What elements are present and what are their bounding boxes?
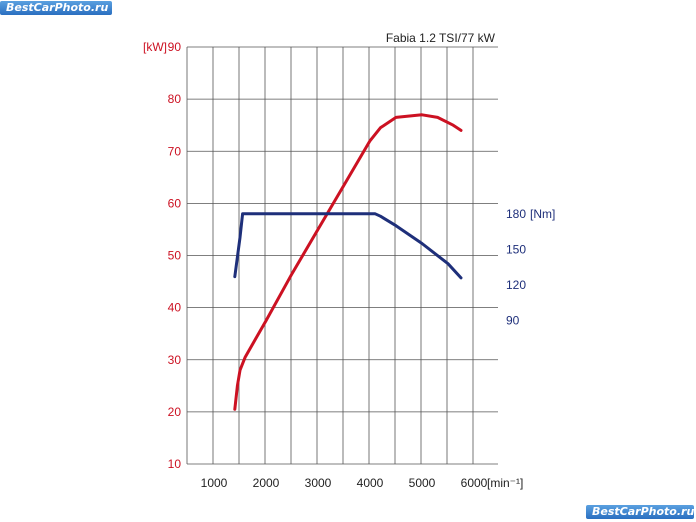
y-left-tick-label: 60 bbox=[168, 196, 182, 210]
x-tick-label: 3000 bbox=[305, 476, 332, 490]
y-left-tick-label: 70 bbox=[168, 144, 182, 158]
x-tick-label: 5000 bbox=[409, 476, 436, 490]
torque-curve bbox=[233, 212, 463, 280]
watermark-bottom: BestCarPhoto.ru bbox=[586, 505, 694, 519]
x-tick-label: 4000 bbox=[357, 476, 384, 490]
power-curve bbox=[233, 113, 463, 411]
y-left-tick-label: 50 bbox=[168, 249, 182, 263]
y-left-tick-label: 30 bbox=[168, 353, 182, 367]
y-left-tick-label: 80 bbox=[168, 92, 182, 106]
y-right-tick-label: 90 bbox=[506, 314, 520, 328]
x-axis-label: [min⁻¹] bbox=[487, 476, 523, 490]
x-tick-label: 1000 bbox=[201, 476, 228, 490]
y-left-tick-label: 10 bbox=[168, 457, 182, 471]
chart-title: Fabia 1.2 TSI/77 kW bbox=[386, 31, 496, 45]
y-left-tick-label: 40 bbox=[168, 301, 182, 315]
x-tick-label: 2000 bbox=[253, 476, 280, 490]
y-right-tick-label: 120 bbox=[506, 278, 526, 292]
y-left-tick-label: 20 bbox=[168, 405, 182, 419]
y-right-axis-label: [Nm] bbox=[530, 207, 555, 221]
y-right-tick-label: 180 bbox=[506, 207, 526, 221]
watermark-top: BestCarPhoto.ru bbox=[0, 1, 112, 15]
y-left-axis-label: [kW] bbox=[143, 40, 167, 54]
x-tick-label: 6000 bbox=[461, 476, 488, 490]
y-right-tick-label: 150 bbox=[506, 242, 526, 256]
y-left-tick-label: 90 bbox=[168, 40, 182, 54]
